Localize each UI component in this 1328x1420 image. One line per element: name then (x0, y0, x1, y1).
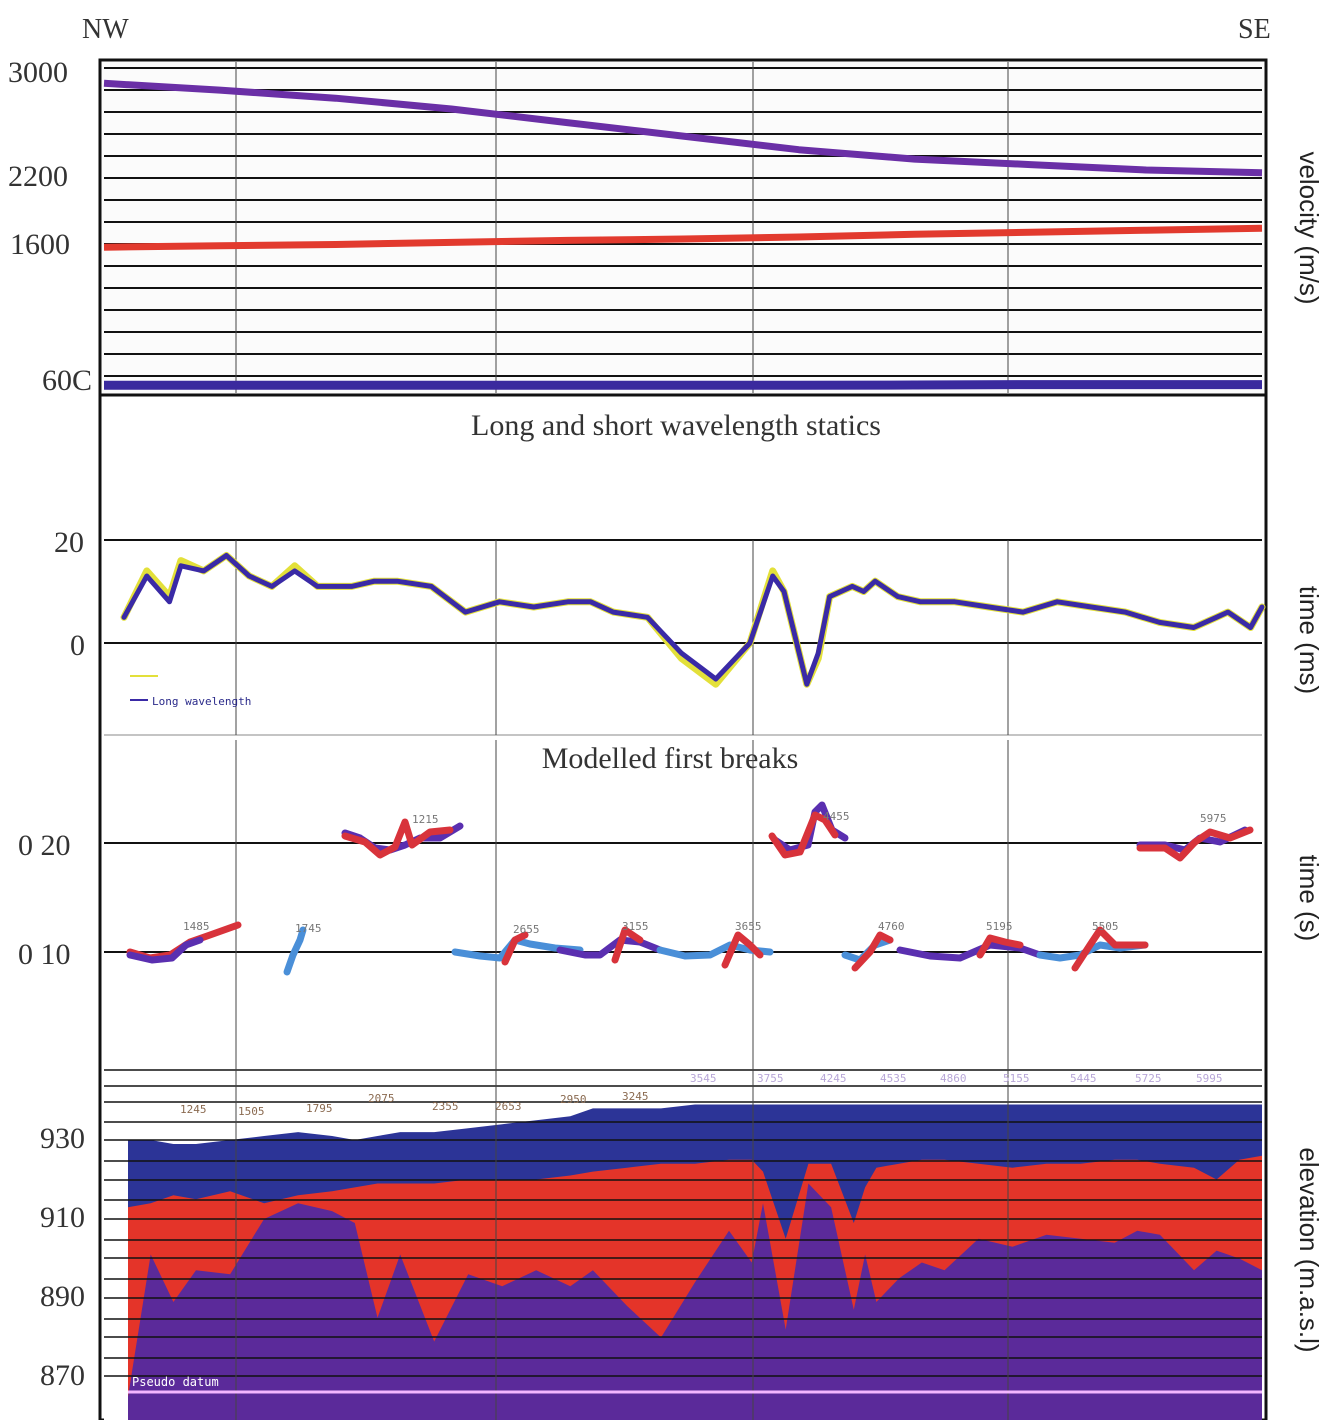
firstbreaks-station-label: 5195 (986, 920, 1013, 933)
velocity-v1-line (103, 224, 1263, 251)
legend-long-label: Long wavelength (152, 695, 251, 708)
velocity-tick-3000: 3000 (8, 56, 68, 89)
velocity-lines (103, 79, 1263, 390)
firstbreaks-panel: Modelled first breaks 1215 4455 5975 1485 17… (18, 740, 1324, 1068)
statics-vertical-grid (235, 540, 1009, 735)
firstbreaks-station-label: 4455 (823, 810, 850, 823)
elevation-station-label: 2653 (495, 1100, 522, 1113)
firstbreaks-segment (283, 926, 307, 976)
velocity-v0-line (104, 380, 1262, 390)
statics-tick-0: 0 (70, 629, 85, 662)
elevation-station-label: 4535 (880, 1072, 907, 1085)
elevation-station-label: 3755 (757, 1072, 784, 1085)
firstbreaks-station-label: 1485 (183, 920, 210, 933)
elevation-panel: 1245 1505 1795 2075 2355 2653 2950 3245 3545 3755… (40, 1068, 1324, 1420)
elevation-station-label: 2355 (432, 1100, 459, 1113)
elevation-station-label: 2075 (368, 1092, 395, 1105)
firstbreaks-segment (126, 936, 204, 964)
elevation-station-label: 5725 (1135, 1072, 1162, 1085)
velocity-v2-line (103, 79, 1263, 177)
elevation-tick-930: 930 (40, 1122, 85, 1155)
firstbreaks-axis-label: time (s) (1294, 855, 1324, 942)
firstbreaks-station-label: 2655 (513, 923, 540, 936)
elevation-station-label: 4245 (820, 1072, 847, 1085)
velocity-tick-2200: 2200 (8, 160, 68, 193)
elevation-station-label: 5155 (1003, 1072, 1030, 1085)
firstbreaks-segment (1071, 926, 1149, 972)
elevation-vertical-grid (235, 1068, 1009, 1420)
elevation-station-label: 3545 (690, 1072, 717, 1085)
elevation-station-label: 5995 (1196, 1072, 1223, 1085)
firstbreaks-segment (556, 936, 664, 959)
firstbreaks-segments (126, 801, 1254, 976)
elevation-station-label: 5445 (1070, 1072, 1097, 1085)
firstbreaks-station-label: 5505 (1092, 920, 1119, 933)
velocity-frame (98, 58, 1268, 397)
statics-title: Long and short wavelength statics (471, 409, 881, 442)
elevation-station-label: 1245 (180, 1103, 207, 1116)
firstbreaks-title: Modelled first breaks (542, 742, 799, 775)
firstbreaks-segment (501, 931, 529, 966)
elevation-tick-910: 910 (40, 1201, 85, 1234)
elevation-station-label: 1795 (306, 1102, 333, 1115)
statics-panel: Long and short wavelength statics 20 0 L… (54, 409, 1324, 736)
firstbreaks-segment (611, 926, 644, 964)
firstbreaks-tick-020: 0 20 (18, 829, 71, 862)
statics-axis-label: time (ms) (1294, 586, 1324, 694)
elevation-tick-890: 890 (40, 1280, 85, 1313)
elevation-bottom-layer (128, 1183, 1262, 1420)
firstbreaks-segment (1136, 826, 1254, 862)
firstbreaks-station-label: 1215 (412, 813, 439, 826)
velocity-axis-label: velocity (m/s) (1294, 151, 1324, 304)
statics-lines (120, 552, 1266, 688)
firstbreaks-segment (851, 931, 894, 972)
firstbreaks-segment (721, 931, 764, 969)
firstbreaks-segment (976, 934, 1024, 959)
firstbreaks-station-label: 3655 (735, 920, 762, 933)
firstbreaks-vertical-grid (235, 740, 1009, 1068)
velocity-panel: 3000 2200 1600 60C velocity (m/s) (8, 56, 1324, 397)
elevation-station-label: 2950 (560, 1093, 587, 1106)
statics-tick-20: 20 (54, 526, 84, 559)
velocity-tick-1600: 1600 (10, 228, 70, 261)
firstbreaks-segment (896, 941, 1044, 962)
direction-left-label: NW (82, 14, 129, 45)
firstbreaks-labels: 1215 4455 5975 1485 1745 2655 3155 3655 4760 5195… (183, 810, 1227, 936)
elevation-axis-label: elevation (m.a.s.l) (1294, 1147, 1324, 1352)
firstbreaks-station-label: 5975 (1200, 812, 1227, 825)
firstbreaks-station-label: 3155 (622, 920, 649, 933)
elevation-station-label: 4860 (940, 1072, 967, 1085)
statics-long-line (121, 553, 1265, 687)
firstbreaks-segment (341, 818, 454, 859)
elevation-tick-870: 870 (40, 1359, 85, 1392)
firstbreaks-tick-010: 0 10 (18, 938, 71, 971)
elevation-horizontal-grid (104, 1069, 1262, 1377)
elevation-station-label: 1505 (238, 1105, 265, 1118)
direction-right-label: SE (1238, 14, 1271, 45)
elevation-station-label: 3245 (622, 1090, 649, 1103)
elevation-top-labels: 1245 1505 1795 2075 2355 2653 2950 3245 3545 3755… (180, 1072, 1223, 1118)
firstbreaks-station-label: 4760 (878, 920, 905, 933)
elevation-areas (128, 1104, 1262, 1420)
firstbreaks-station-label: 1745 (295, 922, 322, 935)
velocity-tick-600: 60C (42, 364, 92, 397)
pseudo-datum-label: Pseudo datum (132, 1375, 219, 1389)
firstbreaks-segment (768, 811, 839, 859)
